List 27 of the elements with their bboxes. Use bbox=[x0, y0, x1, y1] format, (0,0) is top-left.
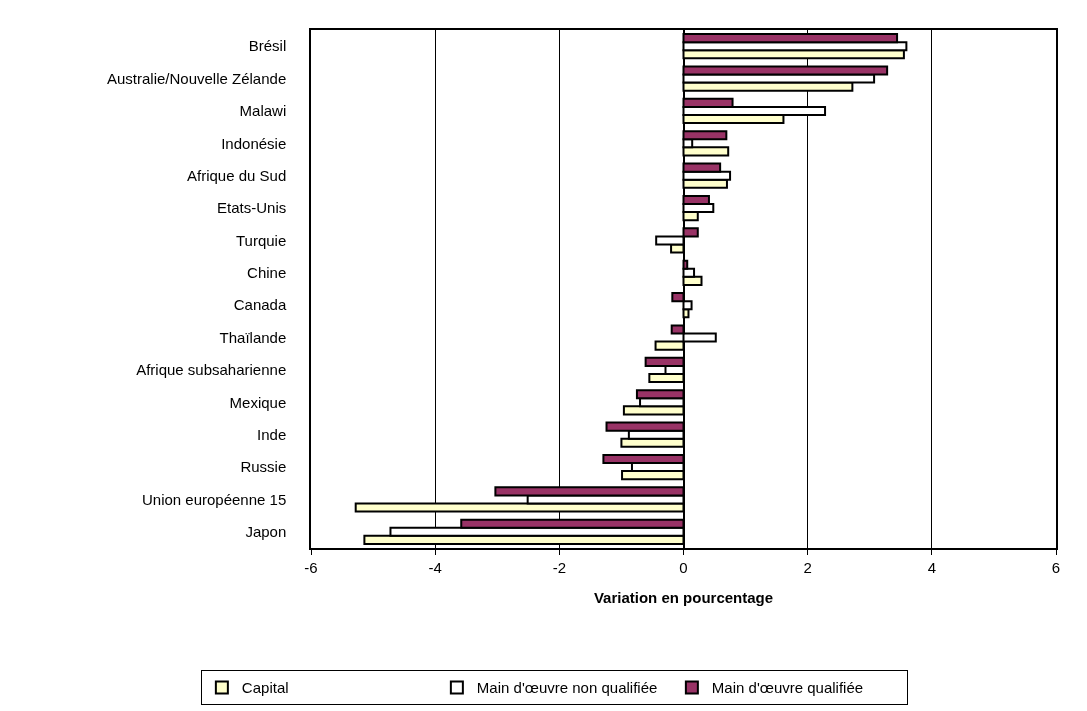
y-tick-label: Inde bbox=[257, 425, 287, 443]
y-tick-label: Indonésie bbox=[221, 134, 287, 152]
y-tick-label: Afrique du Sud bbox=[187, 166, 287, 184]
y-tick-label: Thaïlande bbox=[219, 328, 287, 346]
legend-label: Capital bbox=[241, 679, 289, 697]
x-tick-label: 6 bbox=[1051, 558, 1061, 576]
y-tick-label: Japon bbox=[245, 523, 287, 541]
y-tick-label: Canada bbox=[233, 296, 287, 314]
x-tick-label: -4 bbox=[428, 558, 442, 576]
y-tick-label: Russie bbox=[240, 458, 287, 476]
x-tick-label: -6 bbox=[304, 558, 318, 576]
y-tick-label: Union européenne 15 bbox=[141, 490, 287, 508]
y-tick-label: Etats-Unis bbox=[217, 199, 287, 217]
y-tick-label: Afrique subsaharienne bbox=[136, 361, 287, 379]
x-tick-label: 0 bbox=[679, 558, 688, 576]
legend-label: Main d'œuvre non qualifiée bbox=[476, 679, 658, 697]
legend-label: Main d'œuvre qualifiée bbox=[711, 679, 864, 697]
y-tick-label: Australie/Nouvelle Zélande bbox=[106, 69, 287, 87]
y-tick-label: Turquie bbox=[235, 231, 287, 249]
y-tick-label: Brésil bbox=[248, 37, 287, 55]
x-tick-label: 2 bbox=[803, 558, 812, 576]
y-tick-label: Malawi bbox=[239, 102, 287, 120]
y-tick-label: Mexique bbox=[229, 393, 287, 411]
x-tick-label: -2 bbox=[552, 558, 566, 576]
x-tick-label: 4 bbox=[927, 558, 936, 576]
x-axis-title: Variation en pourcentage bbox=[593, 589, 774, 607]
y-tick-label: Chine bbox=[247, 264, 287, 282]
